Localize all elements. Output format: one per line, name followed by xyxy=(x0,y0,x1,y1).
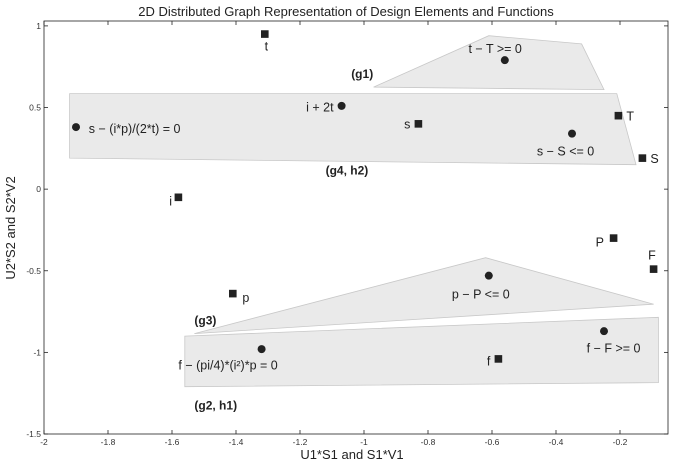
x-tick-label-7: -0.6 xyxy=(485,437,500,447)
x-tick-label-9: -0.2 xyxy=(613,437,628,447)
x-axis-label: U1*S1 and S1*V1 xyxy=(300,447,403,462)
x-tick-label-4: -1.2 xyxy=(293,437,308,447)
function-point-2 xyxy=(500,56,509,65)
function-label-3: s − S <= 0 xyxy=(537,145,594,159)
group-region-3 xyxy=(184,316,659,388)
x-tick-label-5: -1 xyxy=(360,437,368,447)
element-point-7 xyxy=(229,289,237,298)
group-label-3: (g2, h1) xyxy=(194,399,237,413)
function-point-0 xyxy=(72,123,80,132)
function-label-1: i + 2t xyxy=(306,101,334,115)
x-tick-label-1: -1.8 xyxy=(101,437,116,447)
function-label-0: s − (i*p)/(2*t) = 0 xyxy=(89,122,181,136)
function-nodes: s − (i*p)/(2*t) = 0 i + 2t t − T >= 0 s − S… xyxy=(72,42,641,373)
element-label-5: P xyxy=(596,235,604,249)
element-point-8 xyxy=(494,355,503,363)
function-point-1 xyxy=(337,101,346,110)
x-tick-label-6: -0.8 xyxy=(421,437,436,447)
function-label-4: p − P <= 0 xyxy=(452,288,510,302)
y-tick-label-2: 0 xyxy=(36,184,41,194)
x-tick-label-3: -1.4 xyxy=(229,437,244,447)
element-label-8: f xyxy=(487,354,491,368)
chart-title: 2D Distributed Graph Representation of D… xyxy=(138,4,554,19)
element-point-2 xyxy=(614,111,623,120)
function-point-4 xyxy=(484,271,493,280)
function-point-3 xyxy=(568,129,576,138)
y-tick-label-5: -1.5 xyxy=(26,429,41,439)
x-tick-label-2: -1.6 xyxy=(165,437,180,447)
x-axis-ticks: -2 -1.8 -1.6 -1.4 -1.2 -1 -0.8 -0.6 -0.4 -0.2 xyxy=(40,21,628,447)
group-label-2: (g3) xyxy=(194,314,216,328)
element-label-0: t xyxy=(265,39,269,53)
element-point-0 xyxy=(261,30,269,38)
y-tick-label-1: 0.5 xyxy=(29,103,41,113)
group-region-1 xyxy=(69,93,637,166)
y-axis-label: U2*S2 and S2*V2 xyxy=(3,176,18,279)
element-label-1: s xyxy=(404,118,410,132)
element-label-2: T xyxy=(626,110,634,124)
x-tick-label-8: -0.4 xyxy=(549,437,564,447)
element-point-3 xyxy=(638,154,647,162)
y-tick-label-3: -0.5 xyxy=(26,266,41,276)
function-label-5: f − F >= 0 xyxy=(587,341,641,355)
group-regions: (g1) (g4, h2) (g3) (g2, h1) xyxy=(69,35,659,413)
element-label-6: F xyxy=(648,248,656,262)
y-tick-label-0: 1 xyxy=(36,21,41,31)
y-axis-ticks: 1 0.5 0 -0.5 -1 -1.5 xyxy=(26,21,668,439)
x-tick-label-0: -2 xyxy=(40,437,48,447)
y-tick-label-4: -1 xyxy=(33,347,41,357)
function-label-6: f − (pi/4)*(i²)*p = 0 xyxy=(178,359,277,373)
element-nodes: t s T Si P Fp f xyxy=(169,30,659,368)
group-region-2 xyxy=(194,257,654,334)
function-label-2: t − T >= 0 xyxy=(468,42,521,56)
group-label-1: (g4, h2) xyxy=(326,163,369,177)
element-label-7: p xyxy=(242,291,249,305)
plot-frame xyxy=(43,20,669,435)
element-point-1 xyxy=(414,120,423,128)
element-point-6 xyxy=(649,265,658,273)
element-point-5 xyxy=(609,234,618,242)
function-point-6 xyxy=(257,345,266,354)
element-label-4: i xyxy=(169,194,172,208)
group-region-0 xyxy=(373,35,605,91)
element-label-3: S xyxy=(650,152,658,166)
group-label-0: (g1) xyxy=(351,67,373,81)
function-point-5 xyxy=(600,327,608,336)
element-point-4 xyxy=(174,193,183,202)
